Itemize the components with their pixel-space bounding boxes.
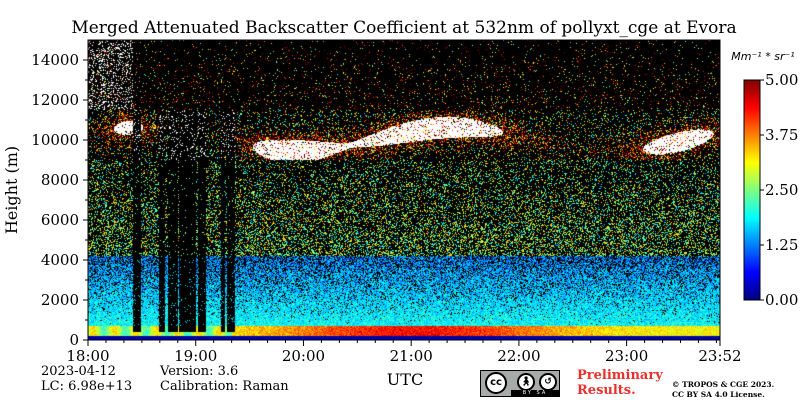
colorbar [743,79,761,301]
footer-date: 2023-04-12 [41,364,116,379]
heatmap-canvas [88,40,720,340]
colorbar-tick-label: 5.00 [765,71,798,89]
footer-calibration: Calibration: Raman [160,379,289,394]
y-axis: 0 2000 4000 6000 8000 10000 12000 14000 [31,51,88,349]
colorbar-tick-label: 1.25 [765,236,798,254]
y-tick-label: 6000 [41,211,79,229]
x-tick-label: 19:00 [174,347,217,365]
copyright-line-1: © TROPOS & CGE 2023. [672,380,775,389]
y-tick-label: 8000 [41,171,79,189]
x-axis-label: UTC [387,370,423,389]
x-tick-label: 20:00 [282,347,325,365]
cc-license-badge: cc 🚶︎ ↺ BY SA [480,370,560,397]
heatmap-area [88,40,720,340]
x-tick-label: 23:52 [698,347,741,365]
y-axis-label: Height (m) [2,146,21,234]
y-tick-label: 14000 [31,51,79,69]
cc-icon: cc [485,372,507,394]
preliminary-line-2: Results. [577,383,636,398]
colorbar-tick-label: 3.75 [765,126,798,144]
preliminary-line-1: Preliminary [577,368,663,383]
x-tick-label: 21:00 [390,347,433,365]
y-tick-label: 12000 [31,91,79,109]
plot-frame [87,39,721,341]
cc-by-sa-strip: BY SA [511,390,559,396]
colorbar-tick-label: 2.50 [765,181,798,199]
y-tick-label: 0 [69,331,79,349]
share-alike-icon: ↺ [539,373,557,391]
chart-title: Merged Attenuated Backscatter Coefficien… [71,18,736,38]
preliminary-note: Preliminary Results. [577,368,663,398]
x-tick-label: 22:00 [497,347,540,365]
colorbar-tick-label: 0.00 [765,291,798,309]
y-tick-label: 2000 [41,291,79,309]
footer-version: Version: 3.6 [160,364,239,379]
copyright-note: © TROPOS & CGE 2023. CC BY SA 4.0 Licens… [672,380,774,400]
footer-lc: LC: 6.98e+13 [41,379,133,394]
colorbar-unit: Mm⁻¹ * sr⁻¹ [731,50,794,63]
x-tick-label: 18:00 [66,347,109,365]
person-icon: 🚶︎ [517,373,535,391]
x-axis: 18:00 19:00 20:00 21:00 22:00 23:00 23:52 [66,340,742,365]
colorbar-ticks: 0.00 1.25 2.50 3.75 5.00 [760,71,798,309]
x-tick-label: 23:00 [605,347,648,365]
copyright-line-2: CC BY SA 4.0 License. [672,390,765,399]
y-tick-label: 4000 [41,251,79,269]
y-tick-label: 10000 [31,131,79,149]
